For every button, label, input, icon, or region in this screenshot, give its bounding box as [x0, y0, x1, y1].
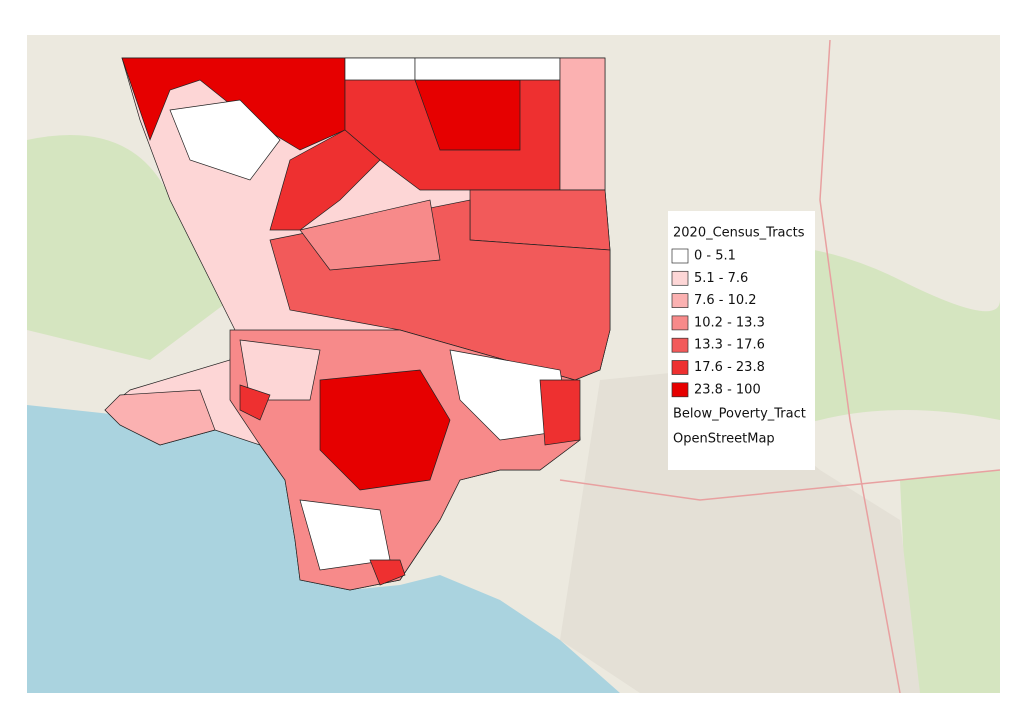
legend-title: 2020_Census_Tracts: [673, 226, 805, 241]
legend-label: 17.6 - 23.8: [694, 360, 765, 375]
legend-label: 23.8 - 100: [694, 382, 761, 397]
legend-swatch: [671, 293, 689, 308]
legend-box: [668, 211, 815, 470]
legend-swatch: [671, 248, 689, 264]
legend-label: 13.3 - 17.6: [694, 338, 765, 353]
legend-swatch: [671, 270, 689, 286]
legend: 2020_Census_Tracts 0 - 5.1 5.1 - 7.6 7.6 -…: [668, 211, 815, 470]
legend-swatch: [671, 337, 689, 353]
legend-label: 10.2 - 13.3: [694, 315, 765, 330]
legend-swatch: [671, 360, 689, 375]
legend-label: 5.1 - 7.6: [694, 271, 748, 286]
layer-name: OpenStreetMap: [673, 432, 775, 447]
tracts: [104, 57, 611, 591]
legend-swatch: [671, 382, 689, 398]
layer-name: Below_Poverty_Tract: [673, 407, 806, 422]
legend-swatch: [671, 315, 689, 331]
legend-label: 7.6 - 10.2: [694, 293, 757, 308]
legend-label: 0 - 5.1: [694, 249, 736, 264]
